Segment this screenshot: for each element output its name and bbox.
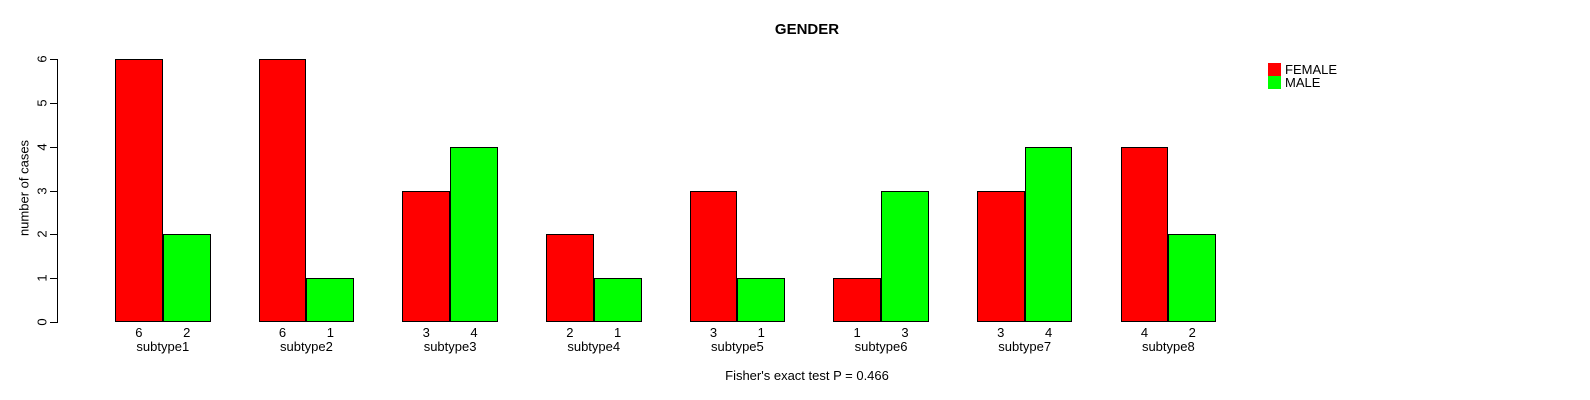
bar-value-label: 4 [470, 325, 478, 340]
category-label-subtype1: subtype1 [136, 339, 190, 354]
y-axis-tick [50, 190, 57, 192]
y-axis-tick-label: 0 [34, 318, 50, 326]
bar-female-subtype8 [1120, 146, 1169, 322]
bar-value-label: 4 [1140, 325, 1149, 340]
y-axis-tick-label: 1 [34, 274, 50, 282]
bar-female-subtype1 [115, 59, 163, 322]
bar-female-subtype5 [689, 190, 738, 322]
bar-value-label: 3 [709, 325, 718, 340]
category-label-subtype3: subtype3 [423, 339, 477, 354]
bar-male-subtype1 [162, 234, 211, 322]
legend-swatch-male [1268, 76, 1281, 89]
y-axis-tick-label: 5 [34, 99, 50, 107]
y-axis-tick [50, 59, 57, 61]
category-label-subtype6: subtype6 [854, 339, 908, 354]
bar-value-label: 1 [326, 325, 334, 340]
bar-value-label: 2 [566, 325, 574, 340]
y-axis-tick-label: 2 [34, 230, 50, 239]
category-label-subtype8: subtype8 [1141, 339, 1195, 354]
annotation-fisher-test: Fisher's exact test P = 0.466 [725, 368, 889, 383]
bar-male-subtype2 [306, 278, 355, 322]
y-axis-tick [50, 146, 57, 148]
bar-female-subtype4 [545, 234, 594, 322]
bar-value-label: 4 [1044, 325, 1053, 340]
legend-item-male: MALE [1268, 76, 1337, 89]
y-axis-tick [50, 322, 57, 323]
bar-value-label: 1 [853, 325, 861, 340]
bar-value-label: 2 [1188, 325, 1196, 340]
bar-male-subtype3 [450, 146, 498, 322]
bar-value-label: 6 [135, 325, 143, 340]
legend: FEMALE MALE [1268, 63, 1337, 89]
category-label-subtype4: subtype4 [567, 339, 621, 354]
bar-value-label: 2 [183, 325, 191, 340]
bar-value-label: 1 [614, 325, 622, 340]
legend-label: FEMALE [1285, 62, 1338, 77]
legend-label: MALE [1285, 75, 1321, 90]
bar-male-subtype5 [737, 278, 786, 322]
y-axis-tick-label: 3 [34, 186, 50, 195]
y-axis-tick-label: 4 [34, 143, 50, 151]
bar-female-subtype6 [833, 278, 882, 322]
bar-female-subtype3 [402, 190, 451, 322]
y-axis-tick-label: 6 [34, 55, 50, 63]
bar-value-label: 3 [997, 325, 1005, 340]
bar-male-subtype8 [1168, 234, 1217, 322]
bar-value-label: 6 [278, 325, 287, 340]
bar-female-subtype7 [976, 190, 1025, 322]
y-axis-line [57, 59, 58, 323]
chart-title: GENDER [774, 21, 840, 38]
y-axis-tick [50, 278, 57, 280]
y-axis-title: number of cases [16, 139, 32, 237]
bar-value-label: 3 [901, 325, 909, 340]
category-label-subtype5: subtype5 [711, 339, 764, 354]
legend-item-female: FEMALE [1268, 63, 1337, 76]
y-axis-tick [50, 234, 57, 236]
y-axis-tick [50, 103, 57, 104]
bar-value-label: 3 [422, 325, 430, 340]
legend-swatch-female [1268, 63, 1281, 76]
category-label-subtype7: subtype7 [998, 339, 1052, 354]
bar-male-subtype4 [593, 278, 642, 322]
bar-value-label: 1 [757, 325, 765, 340]
category-label-subtype2: subtype2 [280, 339, 333, 354]
bar-female-subtype2 [258, 59, 307, 322]
bar-male-subtype7 [1024, 146, 1073, 322]
bar-male-subtype6 [881, 190, 929, 322]
